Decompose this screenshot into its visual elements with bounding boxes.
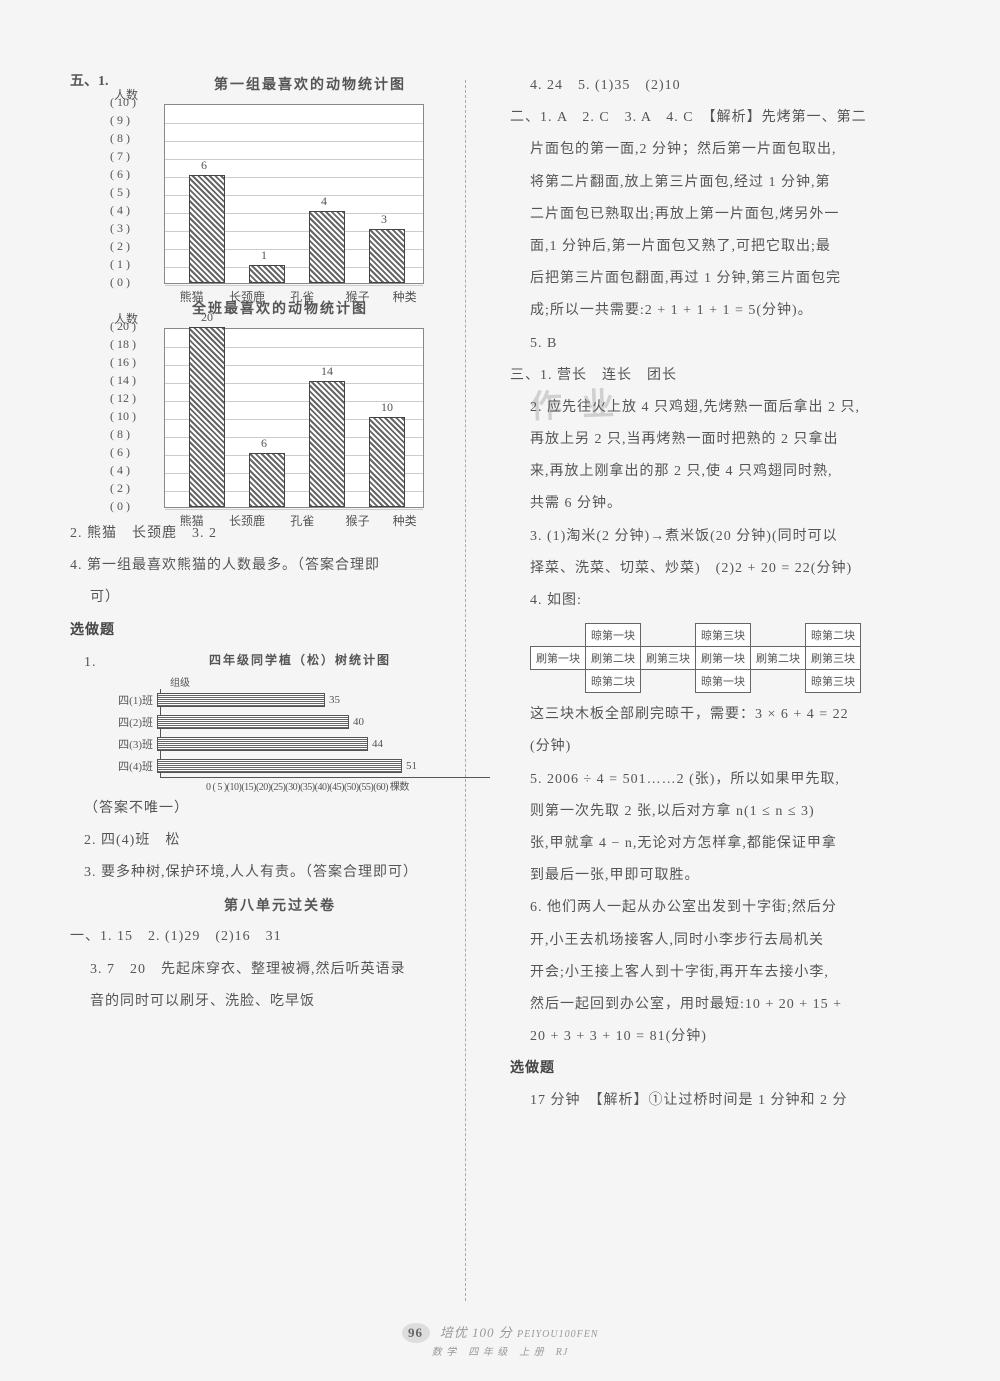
chart1-xlabels: 熊猫长颈鹿孔雀猴子种类 bbox=[164, 284, 424, 305]
hchart-axis: 0 ( 5 )(10)(15)(20)(25)(30)(35)(40)(45)(… bbox=[160, 777, 490, 793]
watermark: 作 业 bbox=[529, 378, 621, 427]
r2c: 将第二片翻面,放上第三片面包,经过 1 分钟,第 bbox=[510, 167, 930, 199]
chart2-xlabels: 熊猫长颈鹿孔雀猴子种类 bbox=[164, 508, 424, 529]
unit8-title: 第八单元过关卷 bbox=[70, 895, 490, 915]
opt1-label: 1. bbox=[70, 647, 110, 793]
opt-note: （答案不唯一） bbox=[70, 793, 490, 825]
hchart-unit: 组级 bbox=[170, 674, 490, 689]
page-number: 96 bbox=[402, 1323, 430, 1343]
chart1-title: 第一组最喜欢的动物统计图 bbox=[130, 70, 490, 100]
hchart-axis-end: 棵数 bbox=[390, 782, 409, 793]
r2e: 面,1 分钟后,第一片面包又熟了,可把它取出;最 bbox=[510, 231, 930, 263]
r3-2d: 共需 6 分钟。 bbox=[510, 488, 930, 520]
r2g: 成;所以一共需要:2 + 1 + 1 + 1 = 5(分钟)。 bbox=[510, 295, 930, 327]
chart2-plot: 2061410 bbox=[164, 328, 424, 508]
left-line-4a: 4. 第一组最喜欢熊猫的人数最多。（答案合理即 bbox=[70, 550, 490, 582]
r3-3a: 3. (1)淘米(2 分钟)→煮米饭(20 分钟)(同时可以 bbox=[510, 521, 930, 553]
r3-5c: 张,甲就拿 4 − n,无论对方怎样拿,都能保证甲拿 bbox=[510, 828, 930, 860]
opt2: 2. 四(4)班 松 bbox=[70, 825, 490, 857]
left-line-4b: 可） bbox=[70, 582, 490, 614]
u1-3b: 音的同时可以刷牙、洗脸、吃早饭 bbox=[70, 986, 490, 1018]
r3-5b: 则第一次先取 2 张,以后对方拿 n(1 ≤ n ≤ 3) bbox=[510, 796, 930, 828]
left-column: 五、1. 第一组最喜欢的动物统计图 人数 ( 10 )( 9 )( 8 )( 7… bbox=[70, 70, 490, 1118]
schedule-table: 晾第一块晾第三块晾第二块 刷第一块刷第二块刷第三块刷第一块刷第二块刷第三块 晾第… bbox=[530, 623, 872, 693]
r3-2c: 来,再放上刚拿出的那 2 只,使 4 只鸡翅同时熟, bbox=[510, 456, 930, 488]
r1: 4. 24 5. (1)35 (2)10 bbox=[510, 70, 930, 102]
footer-t3: 数 学 四 年 级 上 册 RJ bbox=[432, 1347, 569, 1358]
hchart-axis-ticks: 0 ( 5 )(10)(15)(20)(25)(30)(35)(40)(45)(… bbox=[206, 782, 388, 793]
chart1-plot: 6143 bbox=[164, 104, 424, 284]
u1-3a: 3. 7 20 先起床穿衣、整理被褥,然后听英语录 bbox=[70, 954, 490, 986]
r3-6e: 20 + 3 + 3 + 10 = 81(分钟) bbox=[510, 1021, 930, 1053]
r3-6c: 开会;小王接上客人到十字街,再开车去接小李, bbox=[510, 957, 930, 989]
hchart-title: 四年级同学植（松）树统计图 bbox=[110, 647, 490, 674]
right-column: 作 业 4. 24 5. (1)35 (2)10 二、1. A 2. C 3. … bbox=[510, 70, 930, 1118]
r2a: 二、1. A 2. C 3. A 4. C 【解析】先烤第一、第二 bbox=[510, 102, 930, 134]
r3-4b: 这三块木板全部刷完晾干，需要：3 × 6 + 4 = 22 bbox=[510, 699, 930, 731]
r3-3b: 择菜、洗菜、切菜、炒菜) (2)2 + 20 = 22(分钟) bbox=[510, 553, 930, 585]
chart1: 人数 ( 10 )( 9 )( 8 )( 7 )( 6 )( 5 )( 4 )(… bbox=[110, 104, 490, 284]
r3-5a: 5. 2006 ÷ 4 = 501……2 (张)，所以如果甲先取, bbox=[510, 764, 930, 796]
footer-t2: PEIYOU100FEN bbox=[517, 1329, 598, 1340]
right-optional-heading: 选做题 bbox=[510, 1053, 930, 1085]
r3-6d: 然后一起回到办公室，用时最短:10 + 20 + 15 + bbox=[510, 989, 930, 1021]
r5: 5. B bbox=[510, 328, 930, 360]
hchart-rows: 四(1)班35四(2)班40四(3)班44四(4)班51 bbox=[160, 689, 490, 777]
r2f: 后把第三片面包翻面,再过 1 分钟,第三片面包完 bbox=[510, 263, 930, 295]
r3-6a: 6. 他们两人一起从办公室出发到十字街;然后分 bbox=[510, 892, 930, 924]
right-opt-a: 17 分钟 【解析】①让过桥时间是 1 分钟和 2 分 bbox=[510, 1085, 930, 1117]
chart2: 人数 ( 20 )( 18 )( 16 )( 14 )( 12 )( 10 )(… bbox=[110, 328, 490, 508]
left-optional-heading: 选做题 bbox=[70, 615, 490, 647]
r2d: 二片面包已熟取出;再放上第一片面包,烤另外一 bbox=[510, 199, 930, 231]
opt3: 3. 要多种树,保护环境,人人有责。（答案合理即可） bbox=[70, 857, 490, 889]
r2b: 片面包的第一面,2 分钟；然后第一片面包取出, bbox=[510, 134, 930, 166]
chart1-yticks: ( 10 )( 9 )( 8 )( 7 )( 6 )( 5 )( 4 )( 3 … bbox=[110, 96, 136, 294]
r3-5d: 到最后一张,甲即可取胜。 bbox=[510, 860, 930, 892]
r3-4: 4. 如图: bbox=[510, 585, 930, 617]
r3-4c: (分钟) bbox=[510, 731, 930, 763]
r3-6b: 开,小王去机场接客人,同时小李步行去局机关 bbox=[510, 925, 930, 957]
r3-2b: 再放上另 2 只,当再烤熟一面时把熟的 2 只拿出 bbox=[510, 424, 930, 456]
page-footer: 96 培优 100 分 PEIYOU100FEN 数 学 四 年 级 上 册 R… bbox=[0, 1322, 1000, 1359]
chart2-yticks: ( 20 )( 18 )( 16 )( 14 )( 12 )( 10 )( 8 … bbox=[110, 320, 136, 518]
footer-t1: 培优 100 分 bbox=[440, 1325, 513, 1340]
u1-1: 一、1. 15 2. (1)29 (2)16 31 bbox=[70, 921, 490, 953]
